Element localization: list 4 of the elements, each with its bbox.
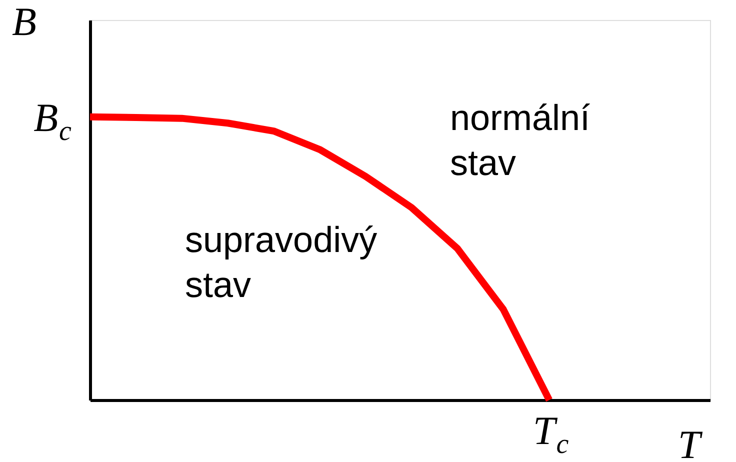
x-axis-title: T (678, 422, 703, 462)
y-axis-title: B (12, 0, 36, 44)
annotation: supravodivý stav (185, 219, 378, 305)
annotation: normální stav (450, 97, 590, 183)
